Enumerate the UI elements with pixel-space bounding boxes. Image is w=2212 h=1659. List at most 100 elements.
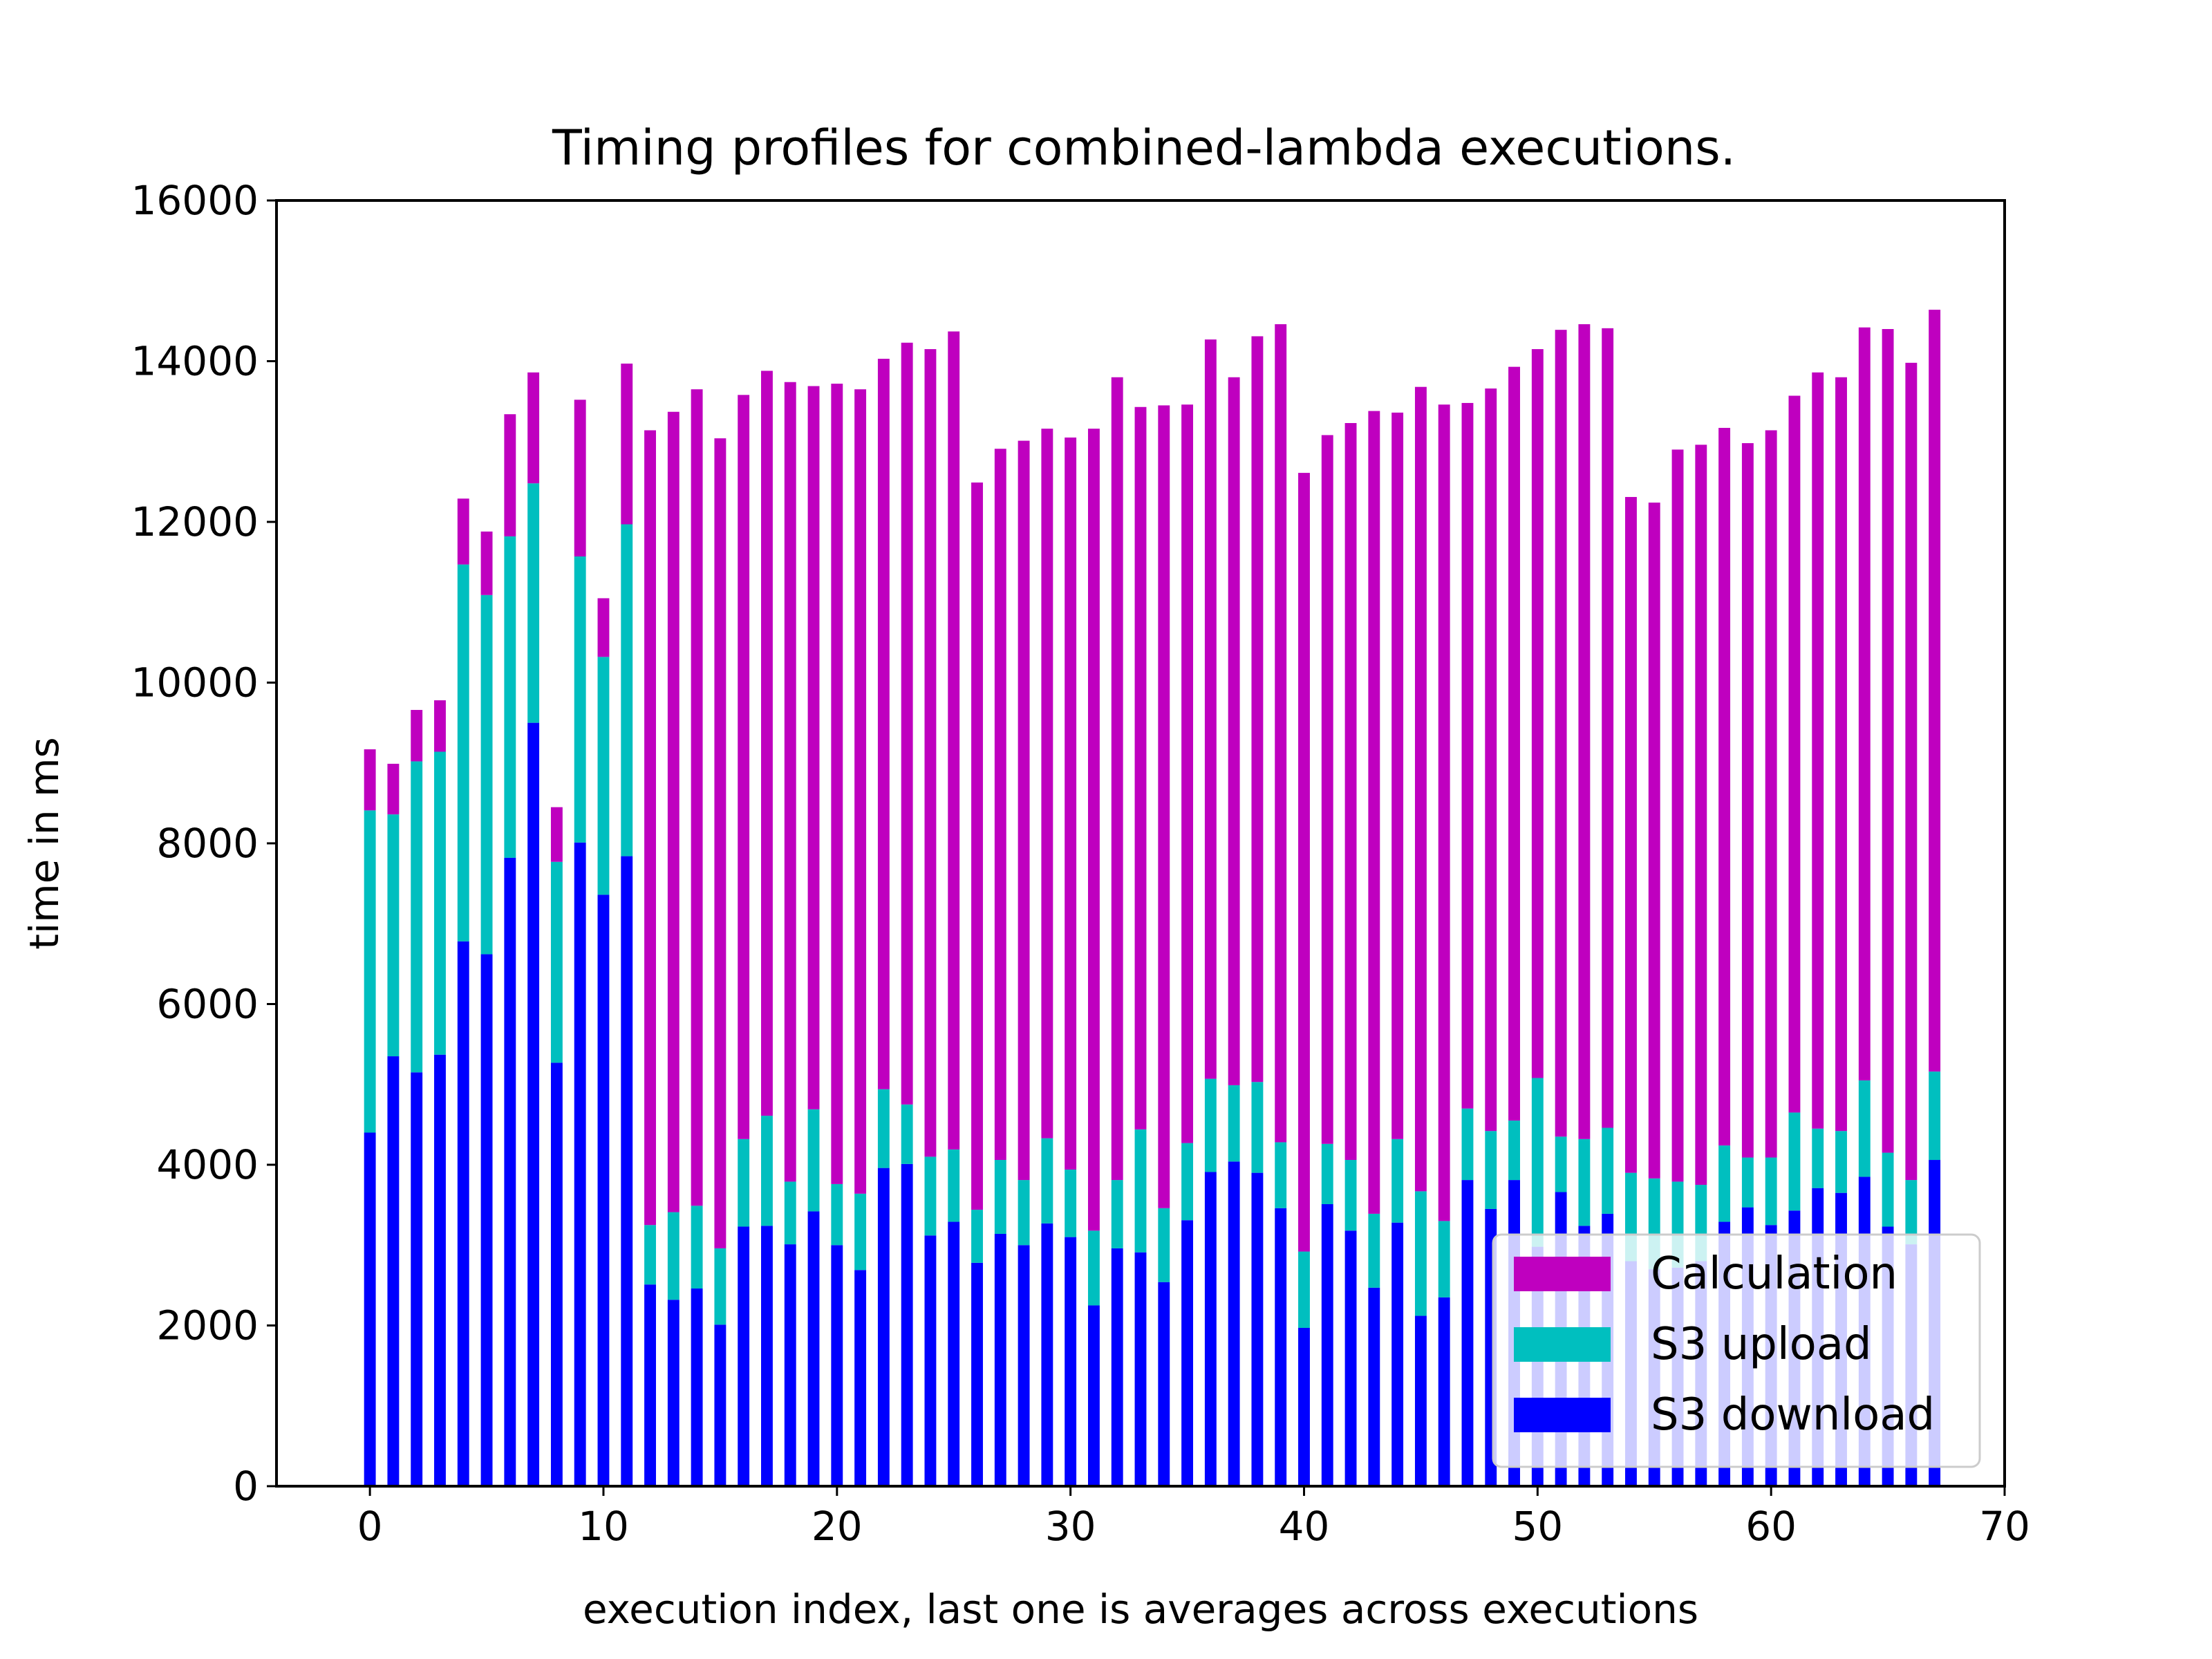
- bar-s3-upload-53: [1602, 1127, 1614, 1214]
- bar-s3-upload-31: [1087, 1230, 1100, 1306]
- bar-s3-upload-50: [1531, 1078, 1544, 1247]
- x-tick-label-70: 70: [1979, 1503, 2030, 1550]
- bar-s3-download-11: [621, 856, 633, 1486]
- bar-calculation-6: [504, 414, 516, 536]
- bar-calculation-14: [691, 389, 703, 1206]
- x-axis-label: execution index, last one is averages ac…: [583, 1586, 1698, 1633]
- bar-s3-upload-8: [550, 861, 563, 1063]
- bar-s3-upload-64: [1858, 1080, 1871, 1177]
- bar-calculation-13: [667, 411, 679, 1212]
- bar-s3-upload-25: [948, 1149, 960, 1222]
- y-tick-label-6000: 6000: [156, 981, 259, 1028]
- x-axis-ticks: 0 10 20 30 40 50 60 70: [357, 1486, 2030, 1550]
- bar-s3-download-34: [1158, 1282, 1170, 1486]
- bar-calculation-58: [1718, 427, 1731, 1146]
- y-axis-label: time in ms: [21, 737, 68, 950]
- bar-s3-download-16: [738, 1226, 750, 1486]
- bar-calculation-53: [1602, 328, 1614, 1128]
- bar-s3-download-7: [527, 722, 540, 1487]
- bar-s3-upload-43: [1368, 1213, 1380, 1288]
- bar-s3-upload-11: [621, 524, 633, 856]
- bar-calculation-16: [738, 395, 750, 1139]
- bar-calculation-47: [1461, 402, 1474, 1109]
- bar-s3-download-42: [1344, 1230, 1357, 1486]
- bar-calculation-52: [1578, 324, 1591, 1139]
- bar-calculation-30: [1065, 437, 1077, 1170]
- legend-swatch-s3-download: [1514, 1398, 1611, 1432]
- bar-s3-upload-21: [854, 1193, 867, 1271]
- bar-calculation-49: [1508, 366, 1520, 1121]
- bar-s3-download-6: [504, 857, 516, 1486]
- bar-calculation-0: [364, 749, 376, 811]
- bar-s3-upload-34: [1158, 1208, 1170, 1282]
- bar-s3-download-44: [1391, 1222, 1404, 1486]
- bar-s3-upload-16: [738, 1138, 750, 1227]
- bar-s3-upload-44: [1391, 1138, 1404, 1223]
- bar-s3-upload-17: [761, 1116, 773, 1226]
- bar-s3-download-26: [971, 1262, 983, 1486]
- bar-s3-upload-1: [387, 814, 400, 1057]
- bar-s3-upload-65: [1882, 1152, 1894, 1227]
- bar-s3-download-10: [597, 894, 610, 1486]
- bar-s3-upload-61: [1788, 1112, 1801, 1211]
- y-axis-ticks: 0 2000 4000 6000 8000 10000 12000 14000 16000: [131, 177, 276, 1510]
- bar-calculation-27: [994, 449, 1006, 1161]
- bar-s3-download-25: [948, 1221, 960, 1486]
- bar-s3-download-8: [550, 1062, 563, 1486]
- bar-s3-upload-14: [691, 1206, 703, 1289]
- bar-s3-download-1: [387, 1056, 400, 1486]
- bar-calculation-46: [1438, 404, 1450, 1221]
- legend-label-calculation: Calculation: [1651, 1248, 1897, 1300]
- legend-label-s3-upload: S3 upload: [1651, 1319, 1872, 1370]
- bar-calculation-29: [1041, 429, 1053, 1138]
- bar-calculation-18: [784, 382, 796, 1182]
- bar-calculation-2: [411, 710, 423, 762]
- bar-calculation-40: [1298, 473, 1310, 1252]
- bar-calculation-57: [1695, 444, 1707, 1185]
- bar-calculation-8: [550, 807, 563, 862]
- bar-s3-upload-47: [1461, 1108, 1474, 1181]
- bar-s3-upload-32: [1111, 1180, 1123, 1248]
- bar-calculation-15: [714, 438, 727, 1248]
- bar-calculation-63: [1835, 377, 1847, 1132]
- bar-s3-upload-30: [1065, 1169, 1077, 1237]
- bar-calculation-66: [1905, 362, 1918, 1181]
- bar-s3-upload-27: [994, 1160, 1006, 1234]
- bar-s3-download-31: [1087, 1305, 1100, 1486]
- bar-calculation-23: [901, 342, 913, 1105]
- bar-s3-download-30: [1065, 1237, 1077, 1487]
- bar-s3-upload-36: [1204, 1078, 1217, 1172]
- bar-calculation-24: [924, 349, 937, 1157]
- bar-s3-upload-45: [1414, 1191, 1427, 1316]
- bar-s3-download-38: [1251, 1172, 1264, 1487]
- y-tick-label-4000: 4000: [156, 1141, 259, 1188]
- bar-s3-upload-22: [877, 1089, 890, 1168]
- bar-calculation-12: [644, 430, 656, 1226]
- bar-s3-upload-40: [1298, 1251, 1310, 1328]
- bar-calculation-7: [527, 372, 540, 484]
- bar-s3-download-0: [364, 1132, 376, 1486]
- bar-s3-upload-18: [784, 1181, 796, 1245]
- bar-series-group: [364, 310, 1941, 1487]
- bar-calculation-25: [948, 331, 960, 1150]
- bar-calculation-39: [1275, 324, 1287, 1143]
- bar-calculation-21: [854, 389, 867, 1194]
- bar-calculation-34: [1158, 405, 1170, 1208]
- bar-calculation-61: [1788, 395, 1801, 1113]
- bar-calculation-50: [1531, 349, 1544, 1078]
- bar-s3-download-18: [784, 1244, 796, 1486]
- bar-calculation-20: [831, 384, 843, 1184]
- legend-swatch-calculation: [1514, 1257, 1611, 1291]
- y-tick-label-14000: 14000: [131, 338, 259, 385]
- bar-s3-download-36: [1204, 1172, 1217, 1486]
- legend-swatch-s3-upload: [1514, 1327, 1611, 1362]
- bar-s3-upload-58: [1718, 1145, 1731, 1222]
- bar-calculation-41: [1321, 435, 1333, 1144]
- bar-calculation-43: [1368, 411, 1380, 1214]
- bar-calculation-31: [1087, 429, 1100, 1231]
- bar-calculation-36: [1204, 339, 1217, 1079]
- chart-title: Timing profiles for combined-lambda exec…: [552, 120, 1736, 176]
- bar-s3-upload-26: [971, 1210, 983, 1263]
- bar-s3-upload-15: [714, 1248, 727, 1325]
